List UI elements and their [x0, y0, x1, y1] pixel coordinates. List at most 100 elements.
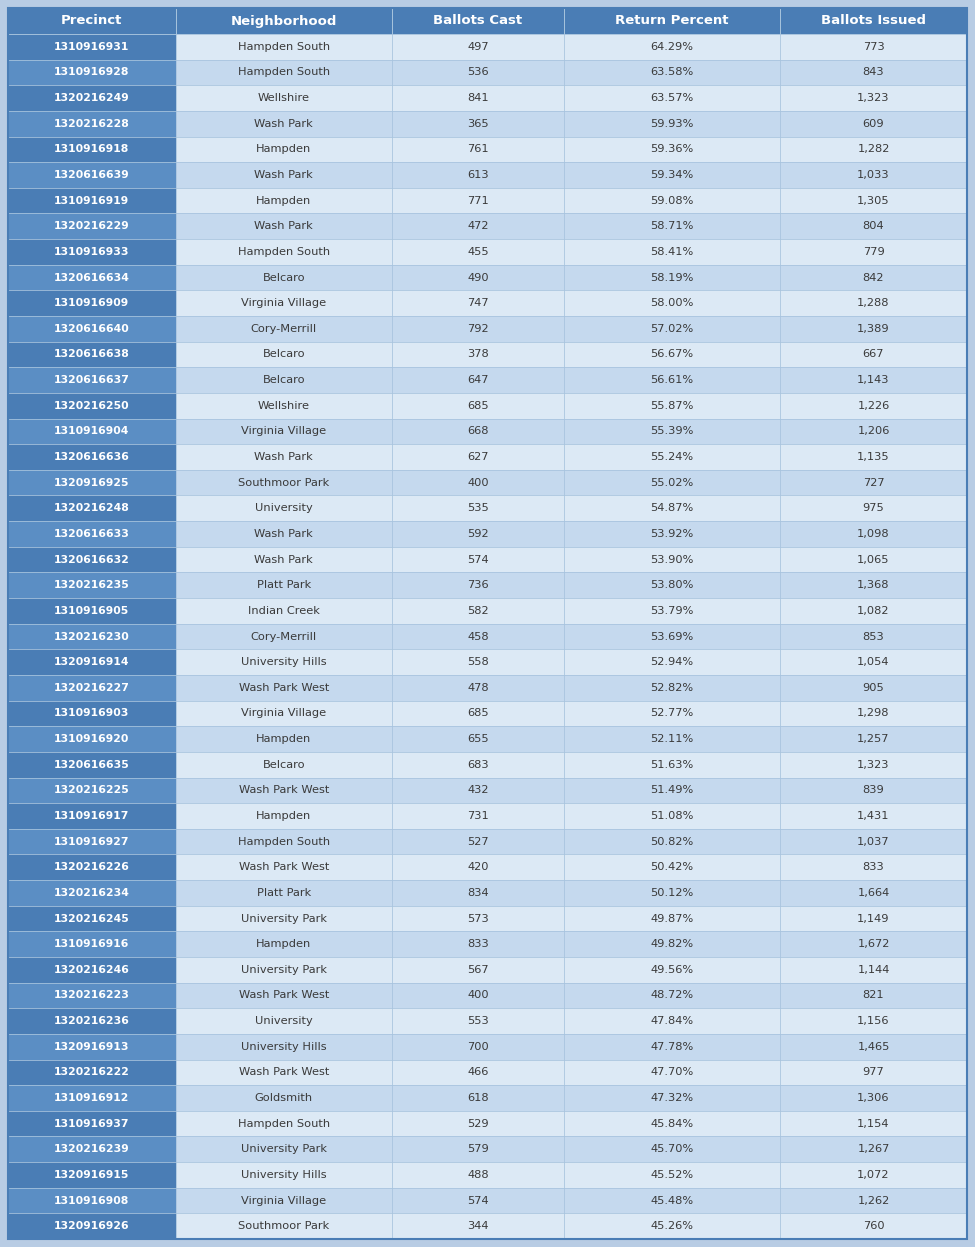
Bar: [780, 1085, 967, 1111]
Bar: [176, 111, 392, 137]
Text: 1,082: 1,082: [857, 606, 890, 616]
Text: 59.08%: 59.08%: [650, 196, 694, 206]
Bar: [176, 599, 392, 624]
Bar: [565, 85, 780, 111]
Bar: [176, 264, 392, 291]
Bar: [780, 1009, 967, 1034]
Bar: [392, 1034, 565, 1060]
Bar: [392, 368, 565, 393]
Bar: [8, 983, 176, 1009]
Text: 771: 771: [467, 196, 488, 206]
Bar: [176, 880, 392, 905]
Bar: [8, 905, 176, 932]
Text: 573: 573: [467, 914, 488, 924]
Bar: [176, 34, 392, 60]
Bar: [565, 778, 780, 803]
Bar: [176, 1111, 392, 1136]
Text: 1320216228: 1320216228: [54, 118, 130, 128]
Text: 1320216229: 1320216229: [54, 221, 130, 231]
Text: 51.08%: 51.08%: [650, 811, 694, 821]
Text: 458: 458: [467, 631, 488, 641]
Bar: [780, 778, 967, 803]
Bar: [780, 1136, 967, 1162]
Bar: [565, 444, 780, 470]
Bar: [565, 983, 780, 1009]
Bar: [565, 213, 780, 239]
Text: 56.61%: 56.61%: [650, 375, 693, 385]
Bar: [176, 1213, 392, 1240]
Text: 1310916919: 1310916919: [55, 196, 130, 206]
Bar: [392, 1136, 565, 1162]
Bar: [565, 546, 780, 572]
Text: Hampden South: Hampden South: [238, 1119, 330, 1129]
Bar: [392, 956, 565, 983]
Bar: [176, 315, 392, 342]
Bar: [565, 521, 780, 546]
Bar: [176, 162, 392, 188]
Text: 655: 655: [467, 734, 488, 744]
Bar: [392, 495, 565, 521]
Text: 1,257: 1,257: [857, 734, 890, 744]
Bar: [176, 137, 392, 162]
Bar: [8, 34, 176, 60]
Bar: [392, 470, 565, 495]
Text: 1320916914: 1320916914: [55, 657, 130, 667]
Text: 1320216222: 1320216222: [54, 1067, 130, 1077]
Text: 574: 574: [467, 1196, 488, 1206]
Bar: [780, 546, 967, 572]
Bar: [780, 111, 967, 137]
Text: University Park: University Park: [241, 914, 327, 924]
Text: 558: 558: [467, 657, 488, 667]
Bar: [780, 213, 967, 239]
Bar: [565, 188, 780, 213]
Bar: [176, 701, 392, 726]
Text: 1310916904: 1310916904: [55, 426, 130, 436]
Bar: [565, 1187, 780, 1213]
Text: Wash Park: Wash Park: [254, 170, 313, 180]
Bar: [780, 752, 967, 778]
Bar: [8, 546, 176, 572]
Text: 1320616639: 1320616639: [54, 170, 130, 180]
Bar: [176, 1162, 392, 1187]
Bar: [8, 60, 176, 85]
Bar: [565, 1034, 780, 1060]
Bar: [392, 470, 565, 495]
Bar: [565, 752, 780, 778]
Bar: [176, 829, 392, 854]
Bar: [8, 444, 176, 470]
Text: 1320616638: 1320616638: [54, 349, 130, 359]
Bar: [392, 137, 565, 162]
Text: University: University: [254, 1016, 313, 1026]
Text: 1320216234: 1320216234: [54, 888, 130, 898]
Bar: [8, 1111, 176, 1136]
Bar: [176, 495, 392, 521]
Bar: [565, 419, 780, 444]
Bar: [8, 726, 176, 752]
Bar: [780, 60, 967, 85]
Bar: [8, 1213, 176, 1240]
Text: 49.56%: 49.56%: [650, 965, 693, 975]
Bar: [392, 829, 565, 854]
Bar: [392, 7, 565, 34]
Bar: [565, 1136, 780, 1162]
Bar: [392, 650, 565, 675]
Text: Virginia Village: Virginia Village: [241, 708, 327, 718]
Bar: [176, 239, 392, 264]
Text: 1,098: 1,098: [857, 529, 890, 539]
Bar: [780, 675, 967, 701]
Text: 853: 853: [863, 631, 884, 641]
Bar: [780, 34, 967, 60]
Bar: [780, 342, 967, 368]
Bar: [176, 650, 392, 675]
Bar: [392, 956, 565, 983]
Text: Hampden: Hampden: [256, 811, 311, 821]
Text: 582: 582: [467, 606, 488, 616]
Bar: [565, 1060, 780, 1085]
Text: 536: 536: [467, 67, 488, 77]
Bar: [780, 905, 967, 932]
Text: 1,323: 1,323: [857, 759, 890, 769]
Bar: [565, 60, 780, 85]
Bar: [392, 803, 565, 829]
Text: 52.82%: 52.82%: [650, 683, 693, 693]
Bar: [780, 675, 967, 701]
